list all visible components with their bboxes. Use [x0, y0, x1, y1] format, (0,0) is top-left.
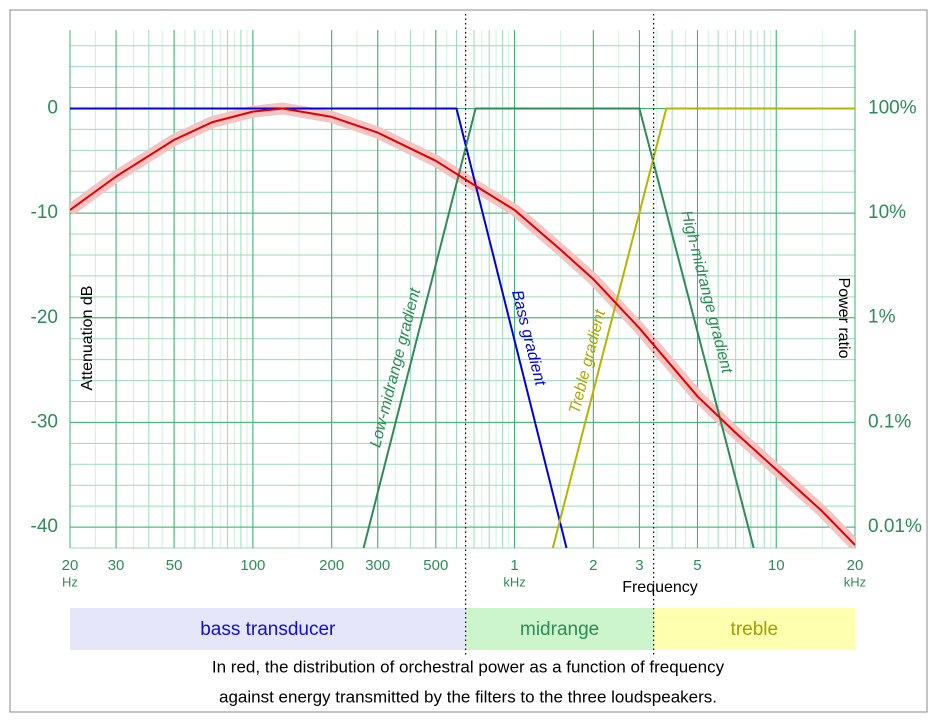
y2-tick-label: 10%	[868, 202, 906, 223]
caption: In red, the distribution of orchestral p…	[212, 657, 725, 676]
plot	[70, 102, 855, 548]
x-tick-label: 20	[62, 557, 79, 574]
x-tick-label: 30	[108, 557, 125, 574]
y-tick-label: -40	[31, 516, 58, 537]
caption: against energy transmitted by the filter…	[219, 687, 717, 706]
y-axis-label: Attenuation dB	[79, 286, 96, 391]
y2-axis-label: Power ratio	[835, 278, 852, 359]
x-tick-unit: kHz	[844, 574, 866, 589]
y-tick-label: 0	[47, 98, 58, 119]
band-label: bass transducer	[200, 619, 336, 640]
x-tick-label: 20	[847, 557, 864, 574]
band	[70, 608, 466, 650]
y2-tick-label: 0.1%	[868, 411, 911, 432]
series-line	[70, 107, 568, 548]
y-tick-label: -20	[31, 307, 58, 328]
series-line	[362, 107, 755, 548]
x-axis-label: Frequency	[622, 579, 698, 596]
y2-tick-label: 1%	[868, 307, 896, 328]
y-tick-label: -30	[31, 411, 58, 432]
band	[653, 608, 855, 650]
band	[465, 608, 654, 650]
series-line	[70, 107, 855, 546]
y-tick-label: -10	[31, 202, 58, 223]
y2-tick-label: 100%	[868, 97, 917, 118]
x-tick-label: 100	[240, 557, 265, 574]
x-tick-label: 2	[589, 557, 597, 574]
band-label: treble	[731, 619, 779, 640]
x-tick-label: 10	[768, 557, 785, 574]
series-line	[551, 107, 855, 548]
x-tick-label: 500	[423, 557, 448, 574]
x-tick-label: 300	[365, 557, 390, 574]
y2-tick-label: 0.01%	[868, 516, 922, 537]
x-tick-unit: Hz	[62, 574, 78, 589]
x-tick-label: 200	[319, 557, 344, 574]
frame	[9, 9, 928, 713]
x-tick-unit: kHz	[503, 574, 525, 589]
x-tick-label: 5	[693, 557, 701, 574]
x-tick-label: 3	[635, 557, 643, 574]
band-label: midrange	[520, 619, 599, 640]
x-tick-label: 1	[510, 557, 518, 574]
x-tick-label: 50	[166, 557, 183, 574]
